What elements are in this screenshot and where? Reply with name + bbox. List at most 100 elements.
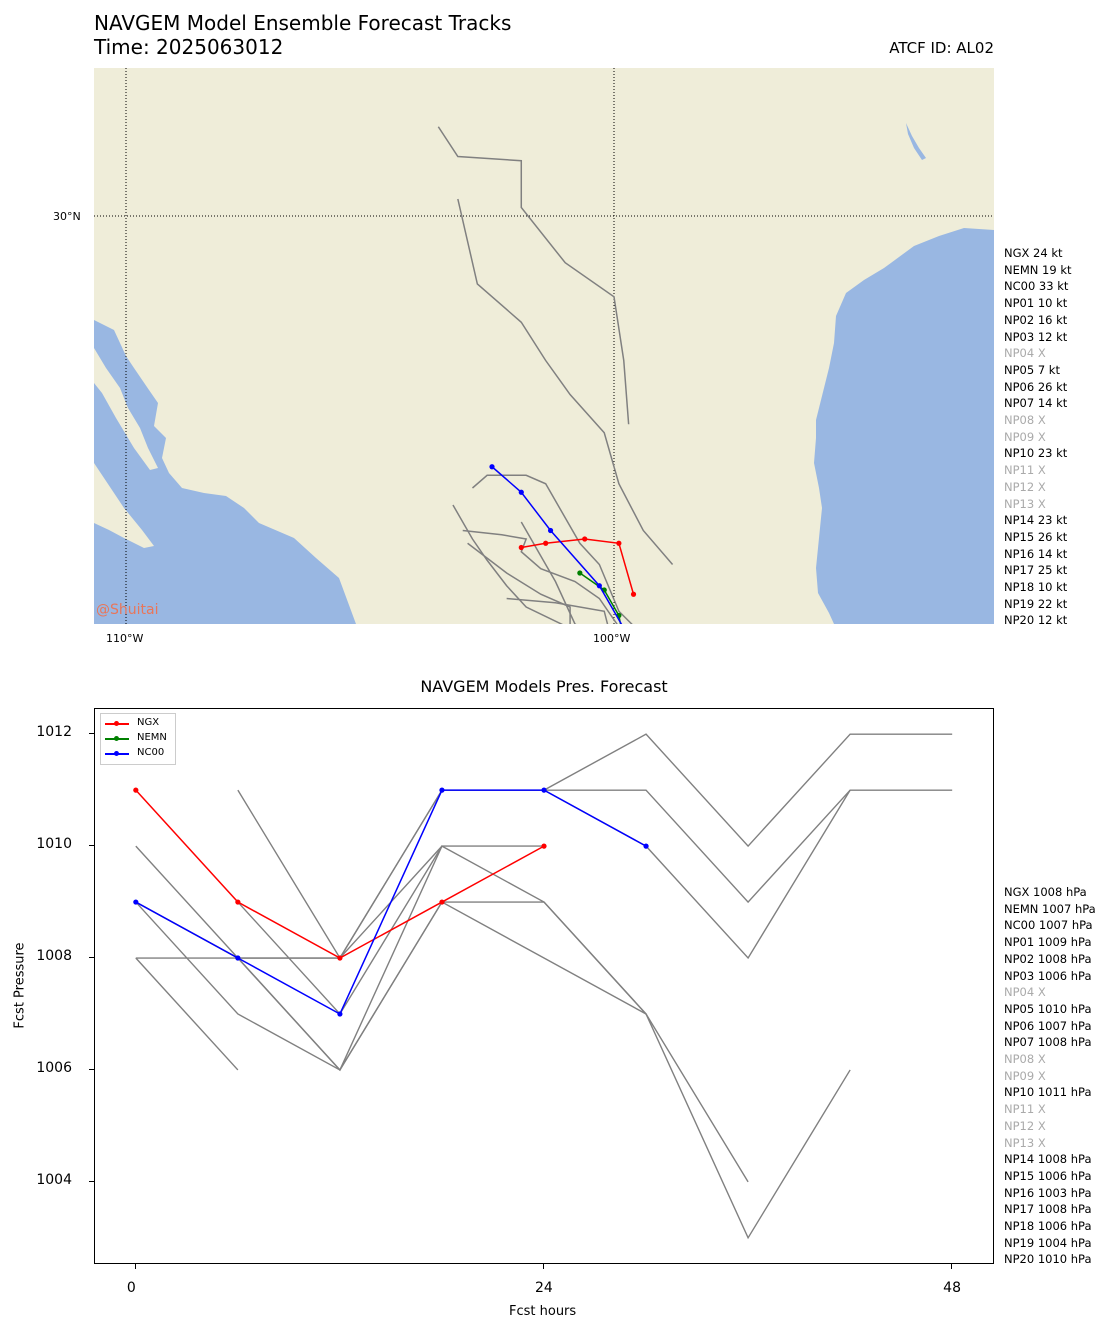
y-axis-label: Fcst Pressure [12, 942, 28, 1029]
nc00-pressure-point-3 [439, 787, 445, 793]
nc00-pressure-point-1 [235, 955, 241, 961]
wind-legend-entry-15: NP13 X [1004, 496, 1046, 511]
pressure-legend-entry-4: NP02 1008 hPa [1004, 951, 1092, 966]
wind-legend-entry-2: NC00 33 kt [1004, 279, 1069, 294]
ngx-pressure-point-2 [337, 955, 343, 961]
wind-legend-entry-17: NP15 26 kt [1004, 529, 1068, 544]
member-track-4 [462, 529, 618, 624]
nc00-pressure-point-5 [643, 843, 649, 849]
member-pressure-line-7 [135, 901, 647, 1071]
pressure-legend-entry-19: NP17 1008 hPa [1004, 1202, 1092, 1217]
pressure-legend-entry-12: NP10 1011 hPa [1004, 1085, 1092, 1100]
nemn-track [579, 572, 622, 624]
map-title: NAVGEM Model Ensemble Forecast Tracks [94, 11, 512, 35]
wind-legend: NGX 24 kt NEMN 19 kt NC00 33 kt NP01 10 kt N… [1004, 245, 1072, 629]
wind-legend-entry-10: NP08 X [1004, 413, 1046, 428]
pressure-legend: NGX 1008 hPa NEMN 1007 hPa NC00 1007 hPa NP… [1004, 884, 1096, 1268]
legend-label: NEMN [137, 732, 167, 743]
wind-legend-entry-5: NP03 12 kt [1004, 329, 1068, 344]
baja-peninsula [94, 348, 158, 470]
pressure-legend-entry-14: NP12 X [1004, 1118, 1046, 1133]
wind-legend-entry-18: NP16 14 kt [1004, 546, 1068, 561]
pressure-legend-entry-15: NP13 X [1004, 1135, 1046, 1150]
member-track-2 [471, 474, 633, 624]
pressure-legend-entry-16: NP14 1008 hPa [1004, 1152, 1092, 1167]
pressure-legend-entry-9: NP07 1008 hPa [1004, 1035, 1092, 1050]
wind-legend-entry-21: NP19 22 kt [1004, 596, 1068, 611]
pressure-legend-entry-6: NP04 X [1004, 985, 1046, 1000]
chart-legend: NGX NEMN NC00 [100, 713, 176, 765]
wind-legend-entry-4: NP02 16 kt [1004, 312, 1068, 327]
legend-marker [114, 721, 119, 726]
wind-legend-entry-11: NP09 X [1004, 429, 1046, 444]
lat-label-30n: 30°N [53, 210, 81, 223]
pressure-legend-entry-22: NP20 1010 hPa [1004, 1252, 1092, 1267]
wind-legend-entry-13: NP11 X [1004, 463, 1046, 478]
y-tick-label-1008: 1008 [36, 948, 72, 965]
pressure-plot-area [94, 708, 994, 1264]
wind-legend-entry-9: NP07 14 kt [1004, 396, 1068, 411]
wind-legend-entry-12: NP10 23 kt [1004, 446, 1068, 461]
wind-legend-entry-0: NGX 24 kt [1004, 246, 1063, 260]
lon-label-110w: 110°W [106, 632, 144, 645]
pressure-plot-svg [133, 733, 953, 1240]
pressure-legend-entry-8: NP06 1007 hPa [1004, 1018, 1092, 1033]
pressure-legend-entry-3: NP01 1009 hPa [1004, 935, 1092, 950]
wind-legend-entry-7: NP05 7 kt [1004, 362, 1060, 377]
wind-legend-entry-20: NP18 10 kt [1004, 580, 1068, 595]
member-pressure-line-8 [237, 845, 443, 1016]
y-tick-mark-1010 [89, 845, 94, 847]
track-map-svg [94, 68, 994, 624]
y-tick-label-1006: 1006 [36, 1059, 72, 1076]
pressure-legend-entry-20: NP18 1006 hPa [1004, 1219, 1092, 1234]
y-tick-mark-1004 [89, 1180, 94, 1182]
legend-label: NC00 [137, 747, 165, 758]
pressure-legend-entry-13: NP11 X [1004, 1102, 1046, 1117]
legend-marker [114, 751, 119, 756]
wind-legend-entry-1: NEMN 19 kt [1004, 262, 1072, 277]
wind-legend-entry-22: NP20 12 kt [1004, 613, 1068, 628]
highlighted-pressure-lines [133, 787, 649, 1017]
pressure-legend-entry-10: NP08 X [1004, 1052, 1046, 1067]
pressure-legend-entry-5: NP03 1006 hPa [1004, 968, 1092, 983]
ngx-track-point-3 [616, 540, 622, 546]
pacific-ocean [94, 320, 356, 624]
member-pressure-line-4 [135, 901, 851, 1240]
x-tick-mark-24 [543, 1264, 544, 1269]
ngx-track-point-1 [543, 540, 549, 546]
member-track-5 [506, 597, 609, 624]
lon-label-100w: 100°W [593, 632, 631, 645]
atcf-id: ATCF ID: AL02 [889, 39, 994, 57]
wind-legend-entry-6: NP04 X [1004, 346, 1046, 361]
ngx-pressure-point-4 [541, 843, 547, 849]
wind-legend-entry-19: NP17 25 kt [1004, 563, 1068, 578]
pressure-legend-entry-7: NP05 1010 hPa [1004, 1001, 1092, 1016]
pressure-legend-entry-17: NP15 1006 hPa [1004, 1168, 1092, 1183]
x-tick-label-24: 24 [535, 1280, 553, 1296]
pressure-legend-entry-18: NP16 1003 hPa [1004, 1185, 1092, 1200]
highlighted-tracks [489, 464, 637, 624]
pressure-legend-entry-0: NGX 1008 hPa [1004, 885, 1087, 899]
wind-legend-entry-8: NP06 26 kt [1004, 379, 1068, 394]
track-map [94, 68, 994, 624]
ngx-track-point-0 [518, 544, 524, 551]
pressure-chart-title: NAVGEM Models Pres. Forecast [420, 677, 668, 696]
pressure-legend-entry-11: NP09 X [1004, 1068, 1046, 1083]
x-axis-label: Fcst hours [509, 1304, 577, 1319]
ngx-pressure-line [135, 789, 545, 959]
member-pressure-line-3 [135, 845, 749, 1183]
wind-legend-entry-16: NP14 23 kt [1004, 513, 1068, 528]
nc00-track-point-2 [547, 527, 554, 534]
nc00-track [491, 466, 623, 624]
pressure-legend-entry-21: NP19 1004 hPa [1004, 1235, 1092, 1250]
member-pressure-line-5 [135, 957, 239, 1071]
gulf-of-california [94, 463, 154, 548]
pressure-legend-entry-2: NC00 1007 hPa [1004, 918, 1093, 933]
ngx-track-point-4 [630, 591, 637, 597]
y-tick-label-1012: 1012 [36, 724, 72, 741]
lake-hint [906, 123, 926, 160]
member-track-3 [452, 504, 564, 624]
pressure-legend-entry-1: NEMN 1007 hPa [1004, 901, 1096, 916]
x-tick-label-48: 48 [943, 1280, 961, 1296]
wind-legend-entry-14: NP12 X [1004, 479, 1046, 494]
